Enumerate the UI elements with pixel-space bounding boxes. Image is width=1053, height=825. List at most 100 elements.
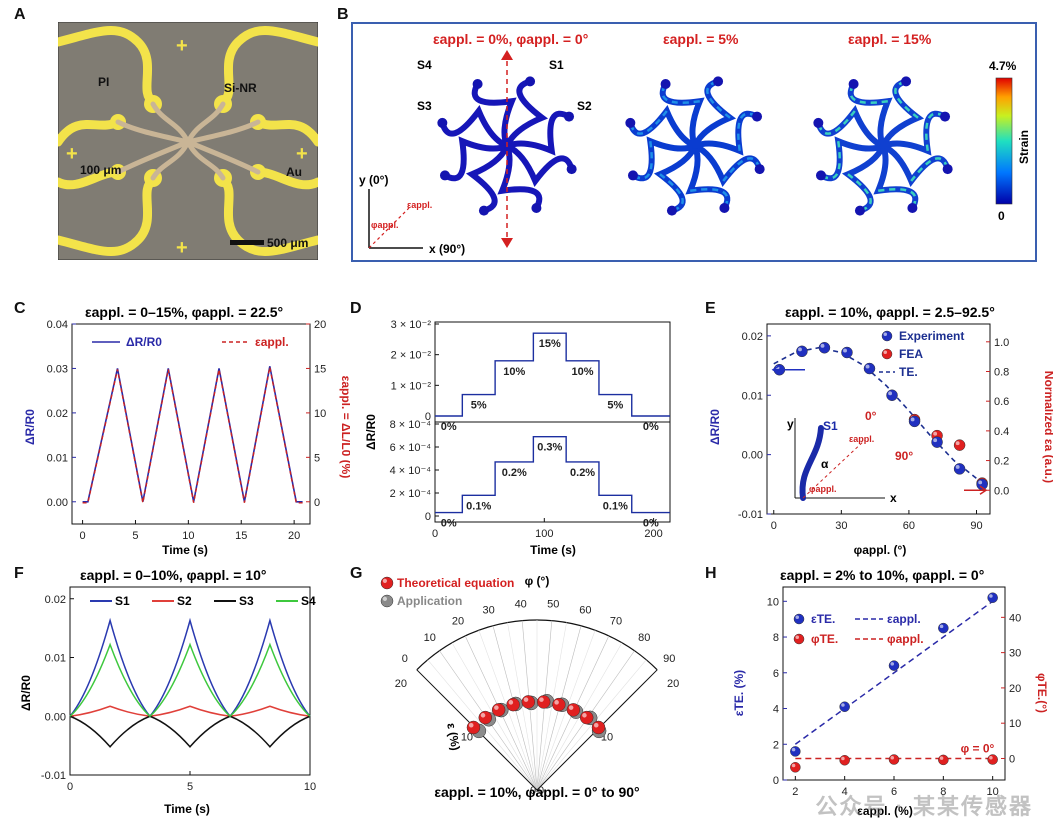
g-theory-point-shine bbox=[582, 713, 587, 718]
flower-pad bbox=[754, 164, 765, 175]
flower-arm bbox=[439, 104, 510, 149]
flower-pad bbox=[666, 205, 677, 216]
panel-h-chart: εappl. = 2% to 10%, φappl. = 0° 2 4 6 8 10 0 2… bbox=[732, 567, 1049, 818]
e-exp-point bbox=[841, 346, 853, 359]
g-theory-point-shine bbox=[494, 705, 499, 710]
g-theory-point bbox=[466, 720, 481, 735]
h-ylabel: εTE. (%) bbox=[732, 670, 746, 716]
g-theory-point-shine bbox=[554, 700, 559, 705]
e-exp-point-shine bbox=[888, 391, 893, 396]
e-inset-eps-vector bbox=[802, 439, 866, 499]
c-xtick-label: 0 bbox=[80, 530, 86, 542]
g-legend-theory-marker bbox=[380, 576, 394, 590]
flower-arm bbox=[504, 78, 549, 149]
e-fea-point-shine bbox=[955, 441, 960, 446]
flower-arm bbox=[627, 104, 698, 149]
f-legend-s1: S1 bbox=[115, 594, 130, 608]
h-ytick-label: 4 bbox=[773, 704, 779, 716]
h-eps-te-point-shine bbox=[939, 624, 944, 629]
flower-arm bbox=[497, 143, 543, 212]
f-legend-s3: S3 bbox=[239, 594, 254, 608]
d-xtick-label: 0 bbox=[432, 528, 438, 540]
e-fea-point-shine bbox=[933, 431, 938, 436]
g-theory-point bbox=[552, 697, 566, 712]
c-series-dr bbox=[82, 366, 303, 503]
d-step-label: 0.1% bbox=[603, 500, 628, 512]
f-series-s2 bbox=[69, 705, 311, 718]
g-theory-point-shine bbox=[468, 722, 474, 728]
c-xlabel: Time (s) bbox=[162, 543, 208, 557]
scale-bar bbox=[230, 240, 264, 245]
c-y2label: εappl. = ΔL/L0 (%) bbox=[339, 376, 350, 479]
g-radius-label-right: 20 bbox=[667, 678, 679, 690]
g-theory-point bbox=[521, 695, 536, 709]
h-phi-te-point-shine bbox=[841, 756, 845, 761]
e-exp-point-shine bbox=[910, 417, 915, 422]
panel-b-frame bbox=[351, 22, 1037, 262]
d-step-label: 0% bbox=[441, 518, 457, 530]
h-xtick-label: 8 bbox=[940, 786, 946, 798]
d-series-top bbox=[435, 332, 670, 417]
h-y2tick-label: 20 bbox=[1009, 683, 1021, 695]
g-radius-label-left: 10 bbox=[461, 732, 473, 744]
e-exp-point bbox=[953, 463, 966, 475]
e-y2tick-label: 0.6 bbox=[994, 396, 1009, 408]
c-ytick-label: 0.03 bbox=[47, 363, 68, 375]
label-au: Au bbox=[286, 165, 302, 179]
e-xtick-label: 30 bbox=[835, 520, 847, 532]
g-theory-point bbox=[536, 695, 551, 709]
h-y2tick-label: 40 bbox=[1009, 612, 1021, 624]
d-xlabel: Time (s) bbox=[530, 543, 576, 557]
h-eps-te-point bbox=[888, 660, 900, 671]
panel-letter-h: H bbox=[705, 565, 717, 582]
h-y2tick-label: 0 bbox=[1009, 753, 1015, 765]
flower-pad bbox=[472, 78, 483, 89]
f-ytick-label: -0.01 bbox=[41, 770, 66, 782]
c-y2tick-label: 10 bbox=[314, 408, 326, 420]
colorbar-min: 0 bbox=[998, 209, 1005, 223]
h-eps-te-point bbox=[938, 622, 949, 634]
c-y2tick-label: 0 bbox=[314, 497, 320, 509]
g-radius-label-right: 0 bbox=[538, 785, 544, 797]
e-title: εappl. = 10%, φappl. = 2.5–92.5° bbox=[785, 304, 995, 320]
g-theory-point bbox=[506, 697, 520, 712]
colorbar-label: Strain bbox=[1017, 130, 1031, 164]
flower-arm bbox=[841, 143, 886, 214]
flower-arm bbox=[880, 78, 925, 149]
g-theory-point bbox=[579, 710, 594, 725]
d-ytick-label: 3 × 10⁻² bbox=[391, 319, 432, 331]
label-s2: S2 bbox=[577, 99, 592, 113]
flower-pad bbox=[813, 117, 824, 128]
e-ytick-label: 0.00 bbox=[742, 450, 763, 462]
g-angle-label: 60 bbox=[579, 604, 591, 616]
c-ytick-label: 0.02 bbox=[47, 408, 68, 420]
flower-arm bbox=[471, 80, 517, 149]
label-s4: S4 bbox=[417, 58, 432, 72]
g-angle-label: 70 bbox=[610, 616, 622, 628]
flower-pad bbox=[439, 170, 450, 181]
g-angle-label: 10 bbox=[424, 632, 436, 644]
svg-text:+: + bbox=[176, 35, 188, 57]
e-exp-point-shine bbox=[820, 343, 825, 348]
d-ytick-label: 0 bbox=[425, 411, 431, 423]
e-ytick-label: 0.01 bbox=[742, 390, 763, 402]
label-s1: S1 bbox=[549, 58, 564, 72]
flower-strain-5 bbox=[625, 76, 765, 216]
d-xtick-label: 200 bbox=[644, 528, 662, 540]
h-ytick-label: 8 bbox=[773, 632, 779, 644]
h-ytick-label: 10 bbox=[767, 596, 779, 608]
e-exp-point-shine bbox=[955, 465, 960, 469]
flower-arm bbox=[692, 78, 737, 149]
flower-pad bbox=[564, 111, 575, 122]
e-inset-x: x bbox=[890, 491, 897, 505]
g-legend-app: Application bbox=[397, 594, 462, 608]
scale-bar-label: 500 μm bbox=[267, 236, 308, 250]
f-ylabel: ΔR/R0 bbox=[20, 675, 33, 711]
d-ylabel: ΔR/R0 bbox=[364, 414, 378, 450]
flower-strain-0 bbox=[437, 76, 577, 216]
g-angle-label: 40 bbox=[515, 599, 527, 611]
e-right-arrow bbox=[964, 485, 988, 495]
e-inset-eps: εappl. bbox=[849, 434, 874, 444]
b-y-axis-label: y (0°) bbox=[359, 173, 388, 187]
g-xlabel: εappl. = 10%, φappl. = 0° to 90° bbox=[434, 784, 639, 800]
